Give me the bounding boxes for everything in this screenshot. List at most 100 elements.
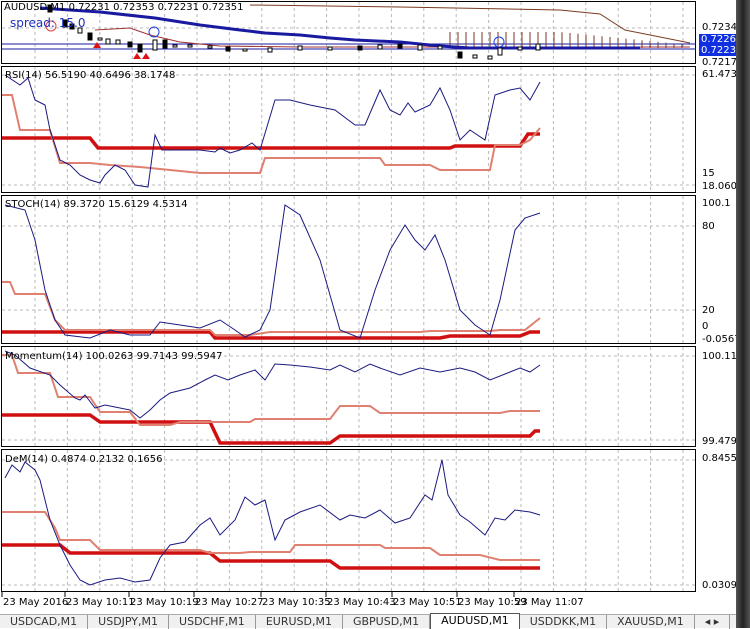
momentum-thick-red-line — [2, 413, 540, 445]
candle — [187, 44, 193, 48]
time-axis-label: 23 May 10:19 — [130, 597, 199, 608]
tab-usdchf-m1[interactable]: USDCHF,M1 — [169, 615, 256, 629]
stoch-title: STOCH(14) 89.3720 15.6129 4.5314 — [5, 199, 188, 210]
momentum-panel-frame — [1, 346, 696, 447]
rsi-panel-frame — [1, 66, 696, 193]
ichimoku-cloud — [2, 4, 696, 50]
candle — [152, 39, 158, 51]
tab-scroll-arrows-icon[interactable]: ◂ ▸ — [695, 615, 731, 629]
moving-average-line — [39, 6, 640, 50]
time-axis-label: 23 May 10:35 — [262, 597, 331, 608]
candle — [457, 51, 463, 59]
senkou-span-a — [249, 4, 691, 44]
time-axis-label: 23 May 10:27 — [195, 597, 264, 608]
smiley-icon — [148, 26, 160, 38]
time-axis-label: 23 May 10:43 — [327, 597, 396, 608]
time-axis-label: 23 May 11:07 — [515, 597, 584, 608]
candles — [47, 4, 541, 60]
candle — [377, 44, 383, 50]
rsi-salmon-line — [2, 94, 541, 174]
tab-xauusd-m1[interactable]: XAUUSD,M1 — [607, 615, 695, 629]
candle — [242, 48, 248, 52]
vertical-scrollbar[interactable] — [736, 0, 750, 628]
rsi-axis-level: 15 — [702, 168, 715, 179]
grid — [2, 2, 696, 592]
momentum-axis-min: 99.4791 — [702, 436, 744, 447]
dem-axis-min: 0.0309 — [702, 580, 737, 591]
stoch-axis-zero: 0 — [702, 321, 709, 332]
smiley-icon — [45, 20, 57, 32]
rsi-axis-max: 61.4736 — [702, 69, 744, 80]
candle — [47, 4, 53, 13]
dem-line — [4, 459, 541, 586]
candle — [207, 45, 213, 49]
candle — [397, 43, 403, 49]
candle — [137, 43, 143, 53]
kijun-line — [94, 27, 690, 48]
smiley-icon — [493, 36, 505, 48]
candle — [327, 46, 333, 51]
candle — [69, 23, 75, 30]
stoch-axis-min: -0.0567 — [702, 334, 741, 345]
tab-usddkk-m1[interactable]: USDDKK,M1 — [520, 615, 608, 629]
current-price-tag: 0.722660.72236 — [699, 34, 737, 56]
chart-tabs: USDCAD,M1 USDJPY,M1 USDCHF,M1 EURUSD,M1 GBPU… — [0, 613, 736, 629]
stoch-axis-20: 20 — [702, 305, 715, 316]
rsi-thick-red-line — [2, 132, 540, 150]
time-axis-ticks — [1, 592, 515, 597]
dem-axis-max: 0.8455 — [702, 453, 737, 464]
momentum-line — [4, 350, 541, 419]
stoch-axis-max: 100.1 — [702, 198, 731, 209]
candle — [535, 43, 541, 51]
time-axis-label: 23 May 10:51 — [393, 597, 462, 608]
candle — [97, 37, 103, 41]
stoch-salmon-line — [2, 281, 541, 336]
candle — [162, 39, 168, 49]
candle — [87, 32, 93, 41]
rsi-line — [4, 74, 541, 188]
momentum-axis-max: 100.116 — [702, 351, 744, 362]
arrow-markers — [93, 42, 150, 59]
candle — [472, 54, 478, 59]
tab-eurusd-m1[interactable]: EURUSD,M1 — [256, 615, 343, 629]
dem-title: DeM(14) 0.4874 0.2132 0.1656 — [5, 454, 163, 465]
tab-usdcad-m1[interactable]: USDCAD,M1 — [0, 615, 89, 629]
time-axis-label: 23 May 2016 — [3, 597, 69, 608]
tab-gbpusd-m1[interactable]: GBPUSD,M1 — [343, 615, 431, 629]
candle — [225, 46, 231, 52]
time-axis-label: 23 May 10:59 — [458, 597, 527, 608]
stoch-thick-red-line — [2, 330, 540, 340]
up-arrow-icon — [142, 53, 150, 59]
dem-panel-frame — [1, 449, 696, 592]
tab-usdjpy-m1[interactable]: USDJPY,M1 — [88, 615, 170, 629]
price-axis-label: 0.72175 — [702, 57, 744, 68]
candle — [487, 55, 493, 60]
candle — [497, 47, 503, 56]
dem-thick-red-line — [2, 543, 540, 570]
candle — [77, 27, 83, 34]
rsi-title: RSI(14) 56.5190 40.6496 38.1748 — [5, 70, 176, 81]
stoch-axis-80: 80 — [702, 221, 715, 232]
up-arrow-icon — [133, 53, 141, 59]
price-axis-label: 0.72345 — [702, 22, 744, 33]
chart-canvas[interactable] — [0, 0, 736, 614]
candle — [517, 46, 523, 51]
main-panel-frame — [1, 1, 696, 64]
spread-label: spread: 15.0 — [10, 16, 86, 30]
rsi-axis-min: 18.0603 — [702, 181, 744, 192]
time-axis-label: 23 May 10:11 — [66, 597, 135, 608]
candle — [115, 39, 121, 45]
stoch-panel-frame — [1, 195, 696, 344]
candle — [357, 45, 363, 51]
candle — [105, 38, 111, 45]
candle — [417, 44, 423, 51]
up-arrow-icon — [93, 42, 101, 48]
momentum-title: Momentum(14) 100.0263 99.7143 99.5947 — [5, 351, 223, 362]
candle — [437, 45, 443, 50]
candle — [267, 47, 273, 53]
candle — [62, 19, 68, 28]
main-chart-title: AUDUSD,M1 0.72231 0.72353 0.72231 0.7235… — [4, 2, 244, 13]
candle — [297, 45, 303, 51]
candle — [127, 41, 133, 48]
tab-audusd-m1[interactable]: AUDUSD,M1 — [430, 613, 520, 629]
